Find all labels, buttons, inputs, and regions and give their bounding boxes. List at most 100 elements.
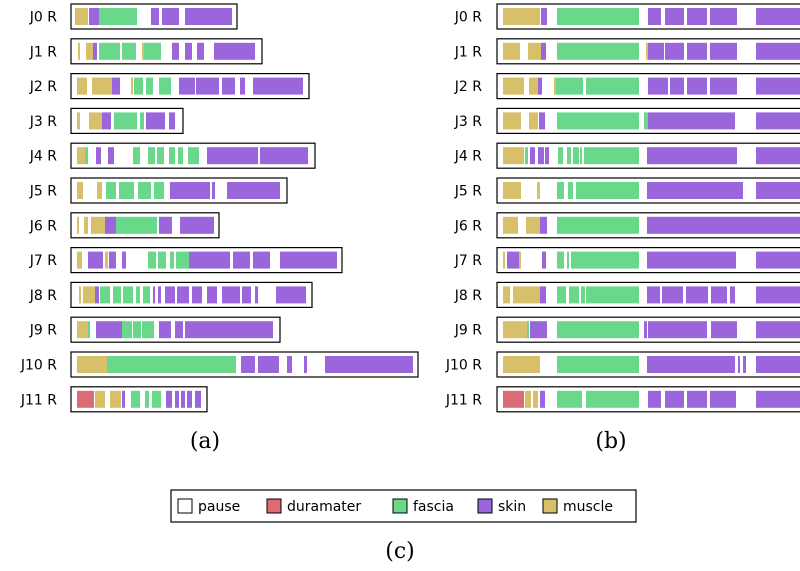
segment-muscle (519, 251, 521, 269)
row-label: J1 R (29, 44, 57, 60)
segment-skin (260, 147, 308, 165)
panel-a-caption: (a) (190, 429, 220, 454)
segment-fascia (113, 286, 121, 304)
segment-fascia (107, 356, 236, 373)
segment-skin (662, 286, 683, 304)
segment-skin (165, 286, 175, 304)
segment-fascia (571, 251, 573, 269)
legend-label-pause: pause (198, 499, 240, 515)
legend-swatch-fascia (392, 498, 408, 514)
segment-muscle (503, 251, 505, 269)
segment-skin (756, 77, 800, 95)
segment-skin (756, 42, 800, 60)
segment-muscle (75, 8, 88, 25)
segment-skin (177, 286, 189, 304)
timeline-row-b-6: J6 R (454, 212, 800, 239)
segment-muscle (105, 251, 108, 269)
segment-fascia (557, 182, 564, 199)
row-label: J8 R (29, 288, 57, 304)
segment-fascia (134, 77, 143, 95)
segment-skin (222, 286, 240, 304)
timeline-row-b-10: J10 R (445, 351, 800, 378)
segment-fascia (586, 286, 639, 304)
segment-skin (538, 77, 542, 95)
segment-muscle (503, 356, 540, 373)
segment-fascia (122, 42, 136, 60)
segment-muscle (646, 42, 648, 60)
segment-fascia (122, 321, 132, 339)
segment-fascia (557, 321, 639, 339)
segment-fascia (176, 251, 189, 269)
segment-skin (540, 216, 547, 234)
segment-fascia (573, 147, 579, 165)
segment-fascia (558, 147, 563, 165)
segment-fascia (557, 390, 582, 408)
segment-fascia (114, 112, 137, 130)
segment-fascia (527, 321, 529, 339)
segment-skin (175, 321, 183, 339)
segment-fascia (123, 286, 129, 304)
segment-muscle (78, 42, 80, 60)
segment-skin (96, 147, 101, 165)
segment-skin (743, 356, 746, 373)
segment-skin (647, 147, 737, 165)
segment-skin (151, 8, 159, 25)
segment-muscle (84, 216, 88, 234)
segment-skin (648, 321, 707, 339)
segment-skin (122, 251, 126, 269)
segment-fascia (169, 147, 175, 165)
segment-skin (187, 390, 192, 408)
segment-skin (158, 286, 161, 304)
segment-skin (647, 286, 660, 304)
segment-fascia (568, 182, 573, 199)
segment-fascia (133, 321, 141, 339)
panel-b-caption: (b) (595, 429, 626, 454)
segment-fascia (569, 286, 579, 304)
segment-muscle (503, 321, 527, 339)
segment-skin (710, 42, 737, 60)
segment-skin (644, 321, 647, 339)
segment-skin (530, 321, 547, 339)
row-label: J0 R (29, 10, 57, 26)
legend-label-duramater: duramater (287, 499, 361, 515)
segment-fascia (557, 8, 639, 25)
timeline-row-a-2: J2 R (29, 72, 310, 100)
row-label: J2 R (454, 79, 482, 95)
segment-skin (287, 356, 292, 373)
segment-fascia (119, 182, 134, 199)
segment-muscle (503, 216, 518, 234)
segment-fascia (586, 77, 639, 95)
timeline-row-b-9: J9 R (454, 316, 800, 343)
row-label: J10 R (20, 358, 57, 374)
segment-muscle (529, 77, 538, 95)
row-label: J5 R (29, 184, 57, 200)
row-label: J11 R (20, 392, 57, 408)
segment-skin (756, 286, 800, 304)
segment-skin (95, 286, 99, 304)
segment-skin (756, 182, 800, 199)
segment-skin (756, 112, 800, 130)
segment-muscle (91, 216, 105, 234)
legend-label-fascia: fascia (413, 499, 454, 515)
segment-muscle (503, 147, 524, 165)
segment-fascia (557, 216, 639, 234)
segment-muscle (77, 251, 82, 269)
segment-skin (179, 77, 195, 95)
segment-skin (207, 286, 217, 304)
segment-muscle (95, 390, 105, 408)
segment-skin (687, 390, 707, 408)
segment-skin (687, 42, 707, 60)
segment-skin (195, 390, 201, 408)
segment-fascia (567, 147, 571, 165)
segment-fascia (148, 251, 156, 269)
segment-fascia (525, 147, 528, 165)
segment-muscle (513, 286, 540, 304)
segment-muscle (554, 77, 556, 95)
segment-skin (648, 42, 664, 60)
segment-skin (233, 251, 250, 269)
row-label: J5 R (454, 184, 482, 200)
legend-caption: (c) (385, 539, 415, 564)
segment-skin (181, 390, 185, 408)
segment-muscle (528, 42, 541, 60)
